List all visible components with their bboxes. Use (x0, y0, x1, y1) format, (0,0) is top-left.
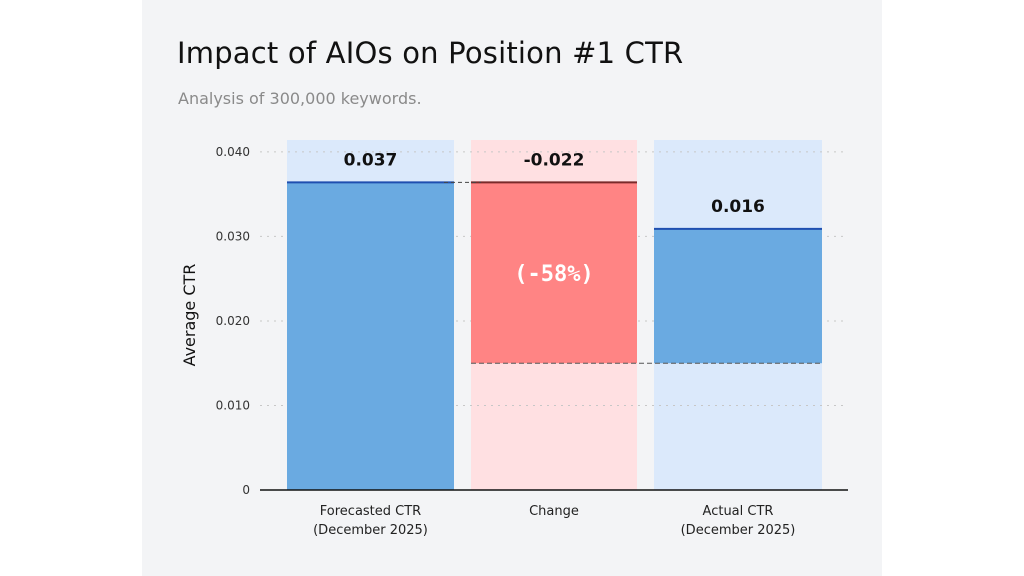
chart-title: Impact of AIOs on Position #1 CTR (177, 36, 684, 70)
bar-percent-label-1: (-58%) (514, 262, 593, 287)
bar-0 (287, 182, 454, 491)
bar-2 (654, 228, 822, 364)
y-tick-label-3: 0.030 (216, 229, 250, 243)
y-tick-label-0: 0 (242, 483, 250, 497)
category-sublabel-2: (December 2025) (681, 523, 796, 538)
category-label-2: Actual CTR (703, 504, 774, 519)
category-label-1: Change (529, 504, 579, 519)
y-tick-label-4: 0.040 (216, 145, 250, 159)
category-sublabel-0: (December 2025) (313, 523, 428, 538)
chart-subtitle: Analysis of 300,000 keywords. (178, 89, 422, 108)
bar-value-label-2: 0.016 (711, 197, 765, 217)
bar-value-label-0: 0.037 (344, 150, 398, 170)
y-tick-label-1: 0.010 (216, 398, 250, 412)
category-label-0: Forecasted CTR (320, 504, 421, 519)
y-axis-label: Average CTR (180, 264, 199, 367)
y-tick-label-2: 0.020 (216, 314, 250, 328)
bar-value-label-1: -0.022 (524, 150, 585, 170)
bar-1 (471, 182, 637, 364)
